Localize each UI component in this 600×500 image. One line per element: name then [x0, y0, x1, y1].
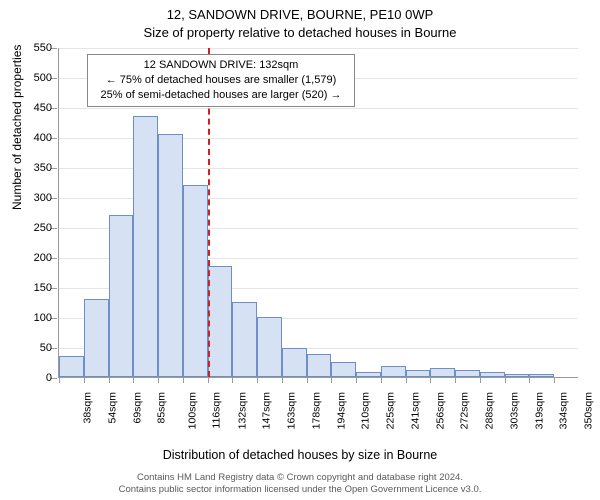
x-tick — [356, 377, 357, 383]
y-tick-label: 50 — [12, 342, 52, 354]
x-tick — [109, 377, 110, 383]
x-tick — [480, 377, 481, 383]
x-tick — [331, 377, 332, 383]
footer-line-1: Contains HM Land Registry data © Crown c… — [0, 472, 600, 484]
x-axis-label: Distribution of detached houses by size … — [0, 448, 600, 462]
x-tick — [455, 377, 456, 383]
chart-area: 05010015020025030035040045050055038sqm54… — [58, 48, 578, 410]
x-tick-label: 69sqm — [131, 392, 143, 424]
x-tick — [554, 377, 555, 383]
chart-subtitle: Size of property relative to detached ho… — [0, 24, 600, 42]
histogram-bar — [183, 185, 208, 377]
y-tick-label: 300 — [12, 192, 52, 204]
histogram-bar — [133, 116, 158, 377]
x-tick — [133, 377, 134, 383]
y-tick-label: 150 — [12, 282, 52, 294]
x-tick — [257, 377, 258, 383]
histogram-bar — [331, 362, 356, 377]
footer-attribution: Contains HM Land Registry data © Crown c… — [0, 472, 600, 496]
annotation-box: 12 SANDOWN DRIVE: 132sqm← 75% of detache… — [87, 54, 355, 107]
x-tick-label: 38sqm — [82, 392, 94, 424]
x-tick-label: 334sqm — [558, 392, 570, 429]
x-tick-label: 54sqm — [106, 392, 118, 424]
x-tick-label: 272sqm — [459, 392, 471, 429]
y-tick-label: 200 — [12, 252, 52, 264]
x-tick-label: 210sqm — [360, 392, 372, 429]
footer-line-2: Contains public sector information licen… — [0, 484, 600, 496]
x-tick-label: 288sqm — [484, 392, 496, 429]
y-tick-label: 450 — [12, 102, 52, 114]
x-tick-label: 100sqm — [186, 392, 198, 429]
annotation-line: 12 SANDOWN DRIVE: 132sqm — [94, 58, 348, 73]
annotation-line: 25% of semi-detached houses are larger (… — [94, 88, 348, 103]
histogram-bar — [208, 266, 233, 377]
y-tick-label: 100 — [12, 312, 52, 324]
x-tick — [406, 377, 407, 383]
y-tick-label: 550 — [12, 42, 52, 54]
histogram-bar — [455, 370, 480, 377]
y-tick-label: 500 — [12, 72, 52, 84]
y-tick-label: 400 — [12, 132, 52, 144]
x-tick-label: 85sqm — [156, 392, 168, 424]
histogram-bar — [158, 134, 183, 377]
y-tick-label: 250 — [12, 222, 52, 234]
x-tick — [307, 377, 308, 383]
x-tick — [84, 377, 85, 383]
gridline — [59, 48, 578, 49]
x-tick-label: 256sqm — [434, 392, 446, 429]
x-tick-label: 225sqm — [385, 392, 397, 429]
histogram-bar — [381, 366, 406, 377]
x-tick-label: 178sqm — [310, 392, 322, 429]
histogram-bar — [529, 374, 554, 377]
gridline — [59, 108, 578, 109]
histogram-bar — [282, 348, 307, 377]
x-tick-label: 132sqm — [236, 392, 248, 429]
x-tick — [183, 377, 184, 383]
x-tick-label: 303sqm — [508, 392, 520, 429]
x-tick-label: 163sqm — [285, 392, 297, 429]
histogram-bar — [505, 374, 530, 377]
histogram-bar — [307, 354, 332, 377]
histogram-bar — [59, 356, 84, 377]
x-tick — [381, 377, 382, 383]
histogram-bar — [232, 302, 257, 377]
x-tick-label: 116sqm — [210, 392, 222, 429]
histogram-bar — [480, 372, 505, 377]
x-tick — [430, 377, 431, 383]
histogram-bar — [109, 215, 134, 377]
x-tick — [529, 377, 530, 383]
x-tick — [282, 377, 283, 383]
annotation-line: ← 75% of detached houses are smaller (1,… — [94, 73, 348, 88]
histogram-bar — [430, 368, 455, 377]
histogram-bar — [406, 370, 431, 377]
x-tick — [158, 377, 159, 383]
x-tick-label: 147sqm — [261, 392, 273, 429]
x-tick-label: 319sqm — [533, 392, 545, 429]
histogram-bar — [84, 299, 109, 377]
x-tick-label: 241sqm — [409, 392, 421, 429]
x-tick — [505, 377, 506, 383]
y-tick-label: 350 — [12, 162, 52, 174]
x-tick-label: 194sqm — [335, 392, 347, 429]
chart-title: 12, SANDOWN DRIVE, BOURNE, PE10 0WP — [0, 0, 600, 24]
x-tick — [59, 377, 60, 383]
histogram-bar — [356, 372, 381, 377]
y-tick-label: 0 — [12, 372, 52, 384]
y-axis-label: Number of detached properties — [10, 45, 24, 210]
plot-region: 05010015020025030035040045050055038sqm54… — [58, 48, 578, 378]
x-tick-label: 350sqm — [583, 392, 595, 429]
x-tick — [208, 377, 209, 383]
x-tick — [232, 377, 233, 383]
histogram-bar — [257, 317, 282, 377]
